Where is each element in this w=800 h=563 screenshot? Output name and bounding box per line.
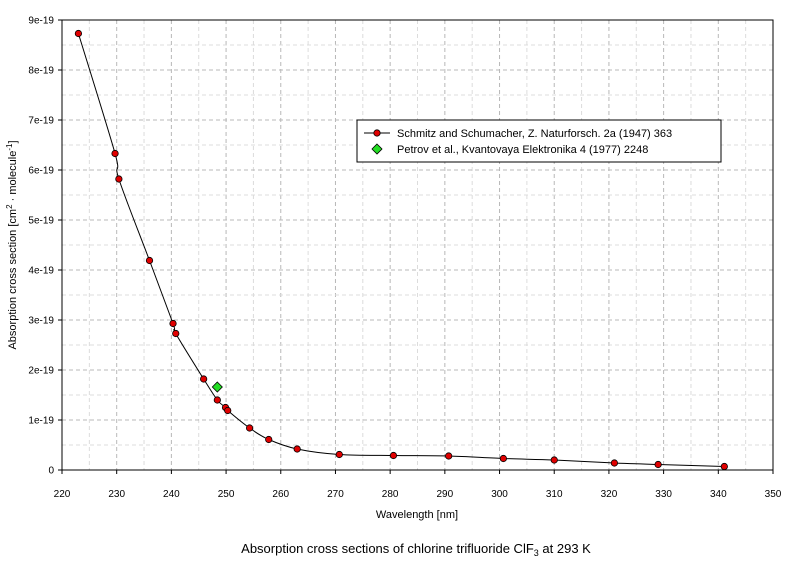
x-axis-label: Wavelength [nm] — [376, 509, 458, 521]
series-1-point — [499, 454, 507, 463]
chart-caption: Absorption cross sections of chlorine tr… — [241, 541, 591, 558]
x-tick-label: 230 — [108, 489, 125, 500]
series-1-point — [145, 256, 154, 265]
x-tick-label: 270 — [327, 489, 344, 500]
y-tick-label: 9e-19 — [28, 16, 54, 27]
legend-label-series-1: Schmitz and Schumacher, Z. Naturforsch. … — [397, 128, 672, 140]
y-axis-label: Absorption cross section [cm2 · molecule… — [5, 140, 19, 349]
y-tick-label: 1e-19 — [28, 416, 54, 427]
y-tick-label: 3e-19 — [28, 316, 54, 327]
series-1-point — [224, 406, 232, 415]
x-tick-label: 350 — [765, 489, 782, 500]
x-axis-ticks: 220 230 240 250 260 270 280 290 300 310 320 330 340 3… — [54, 470, 782, 500]
x-tick-label: 280 — [382, 489, 399, 500]
series-1-point — [169, 319, 177, 328]
series-1-point — [720, 462, 728, 471]
y-axis-ticks: 0 1e-19 2e-19 3e-19 4e-19 5e-19 6e-19 7e-19 8e-1… — [28, 16, 62, 477]
series-1-point — [445, 452, 453, 460]
y-tick-label: 6e-19 — [28, 166, 54, 177]
plot-frame — [61, 19, 774, 471]
y-tick-label: 5e-19 — [28, 216, 54, 227]
x-tick-label: 330 — [655, 489, 672, 500]
x-tick-label: 290 — [437, 489, 454, 500]
x-tick-label: 340 — [710, 489, 727, 500]
y-tick-label: 2e-19 — [28, 366, 54, 377]
x-tick-label: 220 — [54, 489, 71, 500]
series-layer — [74, 29, 728, 471]
x-tick-label: 300 — [491, 489, 508, 500]
x-tick-label: 240 — [163, 489, 180, 500]
legend-marker-series-2 — [371, 143, 383, 155]
series-1-point — [172, 329, 180, 338]
series-1-point — [115, 175, 123, 183]
series-1-point — [335, 450, 343, 459]
x-tick-label: 260 — [272, 489, 289, 500]
series-1-point — [245, 424, 254, 432]
legend: Schmitz and Schumacher, Z. Naturforsch. … — [356, 119, 722, 163]
y-tick-label: 8e-19 — [28, 66, 54, 77]
legend-label-series-2: Petrov et al., Kvantovaya Elektronika 4 … — [397, 144, 648, 156]
x-tick-label: 320 — [601, 489, 618, 500]
series-1-point — [74, 29, 83, 38]
x-tick-label: 250 — [218, 489, 235, 500]
series-2-point — [211, 381, 223, 393]
y-tick-label: 4e-19 — [28, 266, 54, 277]
series-1-point — [550, 456, 558, 464]
series-1-point — [200, 375, 208, 383]
legend-marker-series-1 — [373, 129, 381, 137]
series-1-point — [389, 451, 398, 460]
legend-box — [356, 119, 722, 163]
series-1-point — [111, 149, 119, 158]
y-tick-label: 0 — [48, 466, 54, 477]
series-1-point — [654, 460, 662, 469]
y-tick-label: 7e-19 — [28, 116, 54, 127]
series-1-point — [265, 435, 273, 444]
series-1-point — [293, 445, 301, 453]
series-1-point — [610, 459, 618, 467]
series-1-point — [213, 396, 221, 404]
x-tick-label: 310 — [546, 489, 563, 500]
